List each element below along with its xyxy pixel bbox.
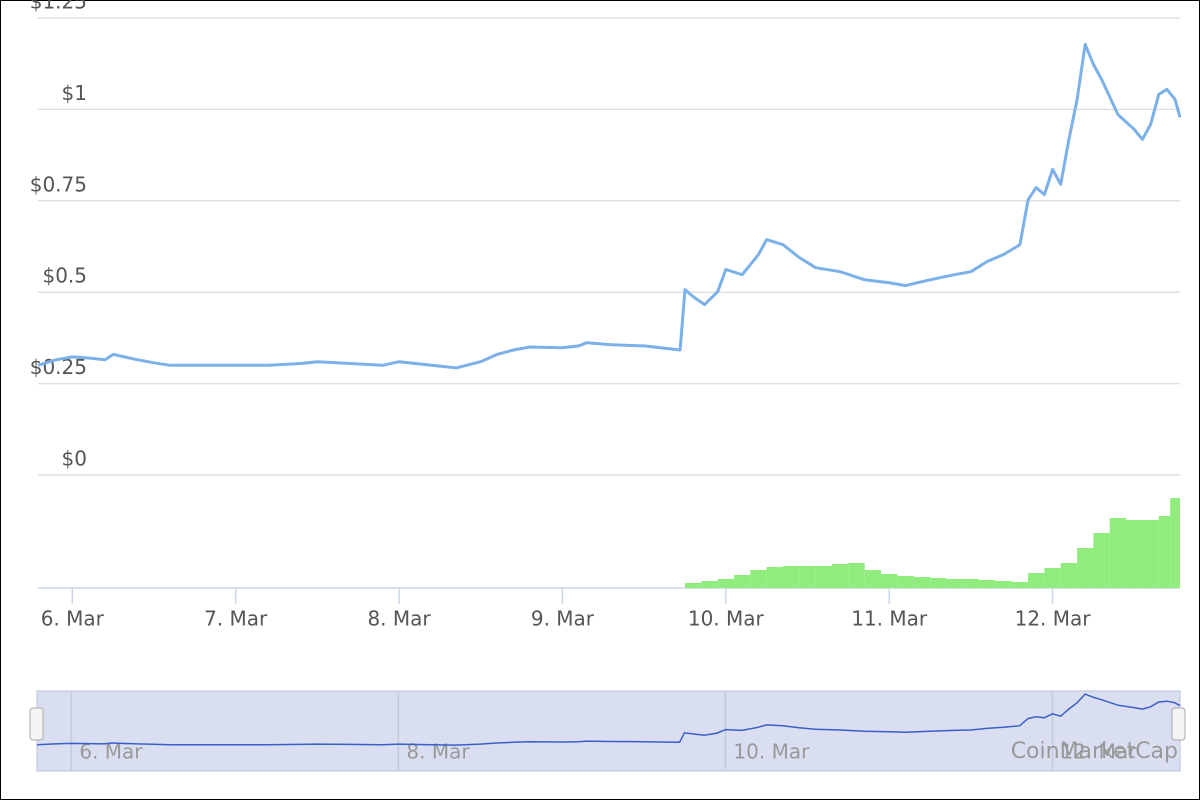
volume-bar: [979, 580, 996, 588]
y-tick-label: $1: [62, 81, 87, 105]
volume-bar: [1077, 548, 1094, 588]
x-tick-label: 6. Mar: [41, 607, 105, 631]
volume-bar: [881, 574, 898, 588]
volume-bar: [799, 566, 816, 588]
volume-bar: [717, 579, 734, 588]
y-tick-label: $0.5: [42, 264, 87, 288]
volume-bar: [733, 575, 751, 588]
volume-bar: [1044, 568, 1061, 588]
volume-bar: [897, 576, 914, 588]
volume-bar: [832, 564, 849, 588]
price-line: [37, 42, 1182, 370]
navigator-handle[interactable]: [1171, 707, 1186, 741]
volume-bar: [848, 563, 865, 588]
volume-bar: [1126, 520, 1143, 588]
volume-bar: [750, 570, 767, 588]
volume-bar: [995, 581, 1012, 588]
x-tick-label: 8. Mar: [367, 607, 431, 631]
y-tick-label: $1.25: [30, 0, 87, 14]
volume-bar: [766, 567, 783, 588]
navigator-line: [36, 693, 1181, 746]
volume-bar: [946, 579, 963, 588]
navigator-handle[interactable]: [29, 707, 44, 741]
volume-bar: [815, 566, 833, 588]
y-tick-label: $0: [62, 447, 87, 471]
x-tick-label: 7. Mar: [204, 607, 268, 631]
navigator: [36, 690, 1181, 772]
volume-bar: [962, 579, 980, 588]
volume-bar: [782, 566, 800, 588]
x-tick-label: 10. Mar: [688, 607, 765, 631]
volume-bar: [1109, 518, 1127, 588]
watermark: CoinMarketCap: [1011, 739, 1178, 764]
volume-bar: [1142, 520, 1159, 588]
volume-bar: [1170, 498, 1180, 588]
navigator-tick-label: 8. Mar: [406, 740, 470, 764]
navigator-tick-label: 10. Mar: [733, 740, 810, 764]
volume-bar: [1158, 516, 1171, 588]
navigator-tick-label: 12. Mar: [1060, 740, 1137, 764]
x-tick-label: 9. Mar: [531, 607, 595, 631]
volume-bar: [1060, 563, 1078, 588]
x-tick-label: 11. Mar: [851, 607, 928, 631]
volume-bar: [1093, 533, 1110, 588]
volume-bar: [1011, 582, 1029, 588]
y-tick-label: $0.75: [30, 172, 87, 196]
volume-bar: [864, 570, 882, 588]
x-tick-label: 12. Mar: [1015, 607, 1092, 631]
volume-bar: [701, 581, 718, 588]
volume-bar: [930, 578, 947, 588]
volume-bar: [913, 577, 931, 588]
volume-bar: [1028, 573, 1045, 588]
volume-bar: [684, 583, 702, 588]
